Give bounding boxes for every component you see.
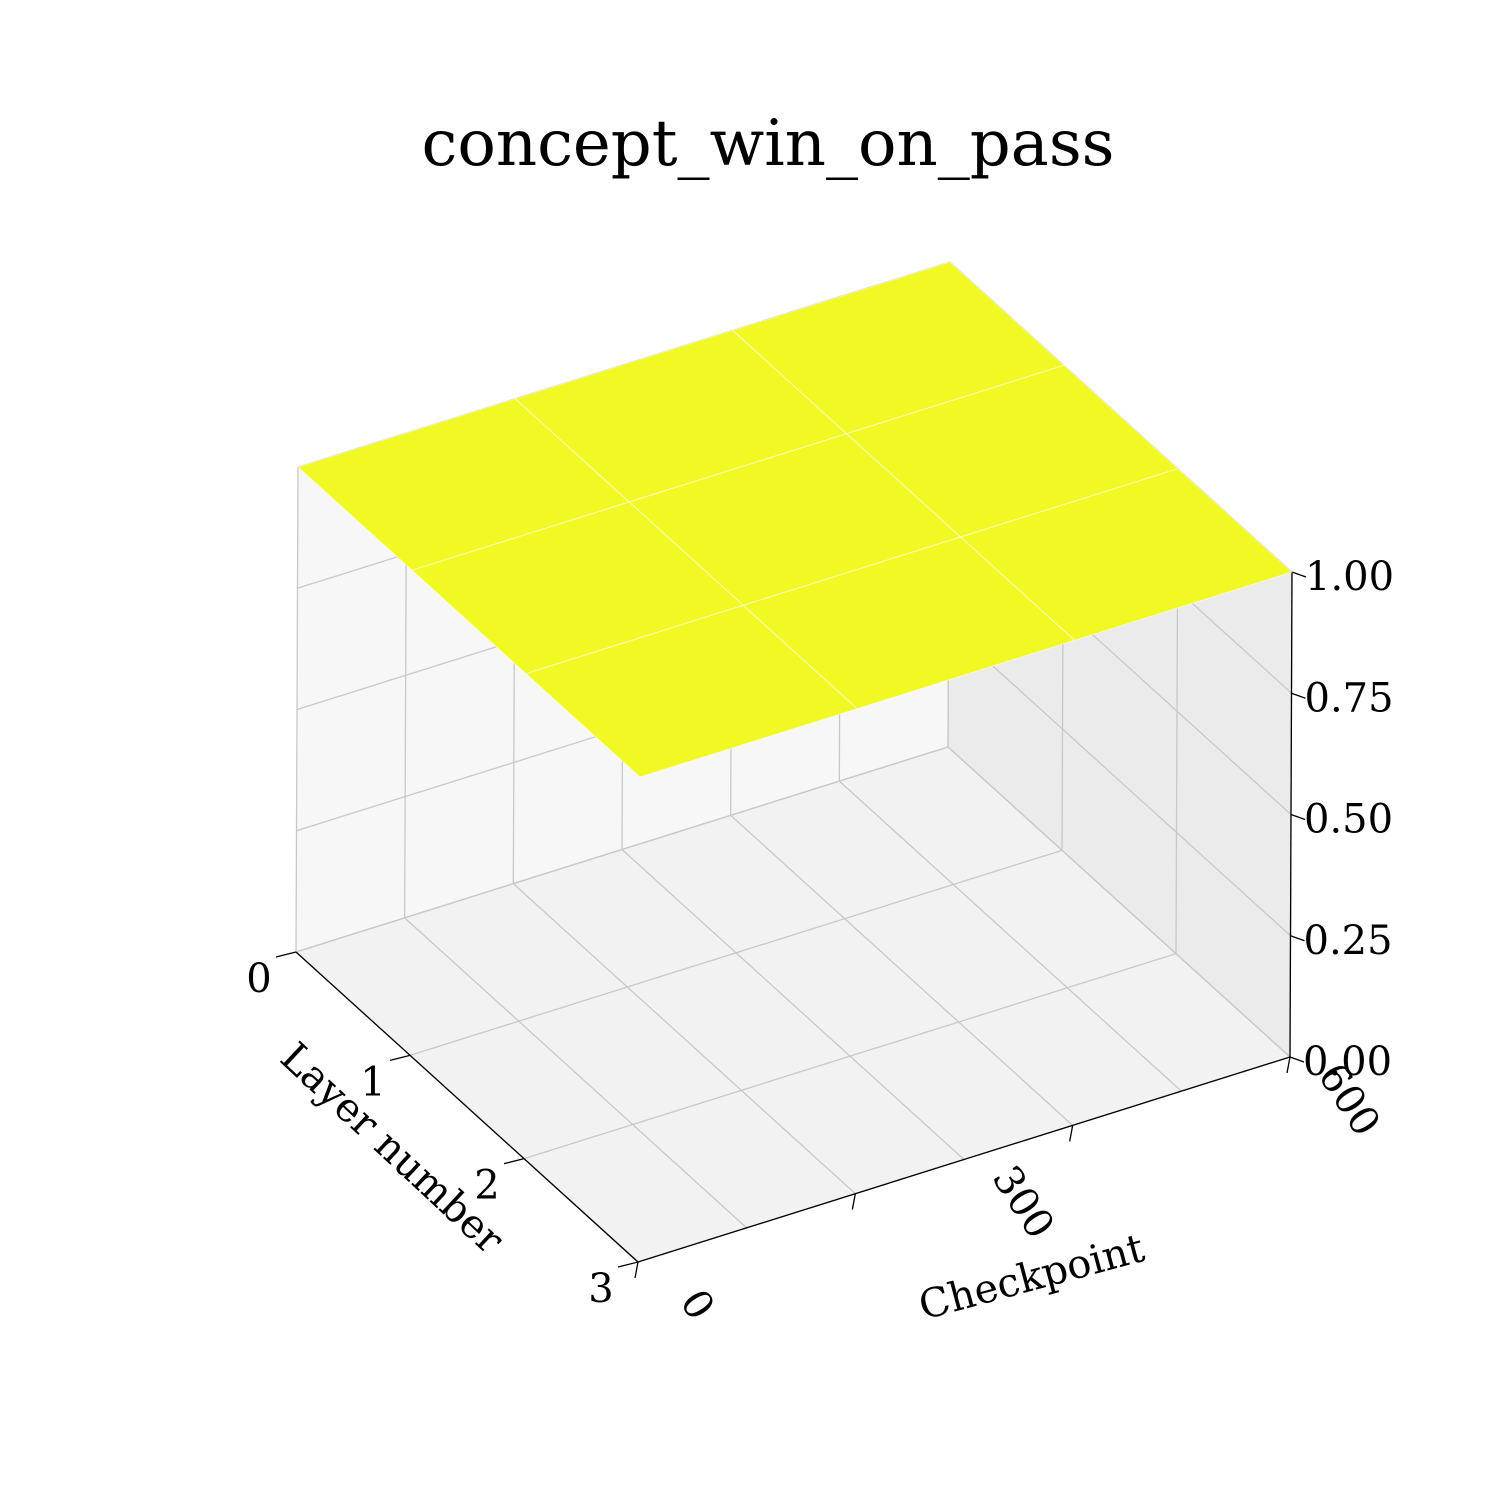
y-tick-mark [389,1054,411,1061]
y-tick-label: 0 [246,956,271,1002]
grid-line-x-floor [512,883,856,1195]
z-tick-mark [1291,571,1307,578]
x-tick-label: 0 [671,1282,723,1328]
z-tick-label: 0.00 [1303,1039,1392,1085]
grid-line-x-floor [730,814,1074,1126]
grid-line-x-floor [838,780,1182,1092]
y-tick-label: 2 [474,1163,499,1209]
x-tick-mark [1069,1125,1074,1142]
z-tick-label: 1.00 [1305,554,1394,600]
z-tick-mark [1290,935,1305,942]
z-tick-mark [1290,813,1306,821]
z-tick-label: 0.25 [1304,918,1393,964]
z-tick-mark [1289,1056,1305,1063]
x-tick-mark [1286,1056,1291,1074]
y-axis-line [295,951,639,1263]
surface-patch [959,468,1293,641]
grid-line-x-floor [621,849,965,1160]
z-tick-label: 0.75 [1305,675,1394,721]
y-tick-mark [275,951,297,958]
y-tick-mark [617,1261,639,1268]
grid-line-z-right [948,625,1291,937]
z-tick-mark [1291,692,1306,699]
surface [297,261,1293,778]
axis-lines [275,571,1307,1279]
y-tick-mark [503,1158,525,1165]
grid-line-y-floor [523,953,1177,1160]
y-tick-label: 1 [360,1059,385,1105]
x-tick-mark [851,1193,856,1210]
x-axis-line [637,1056,1291,1263]
grid-line-z-left [295,746,949,953]
x-tick-mark [634,1261,639,1279]
grid-line-z-right [947,746,1291,1058]
z-tick-label: 0.50 [1304,797,1393,843]
y-tick-label: 3 [588,1266,613,1312]
grid-line-x-floor [404,917,748,1229]
grid-line-y-floor [409,849,1063,1056]
chart-title: concept_win_on_pass [421,107,1114,181]
x-tick-label: 300 [983,1158,1063,1247]
